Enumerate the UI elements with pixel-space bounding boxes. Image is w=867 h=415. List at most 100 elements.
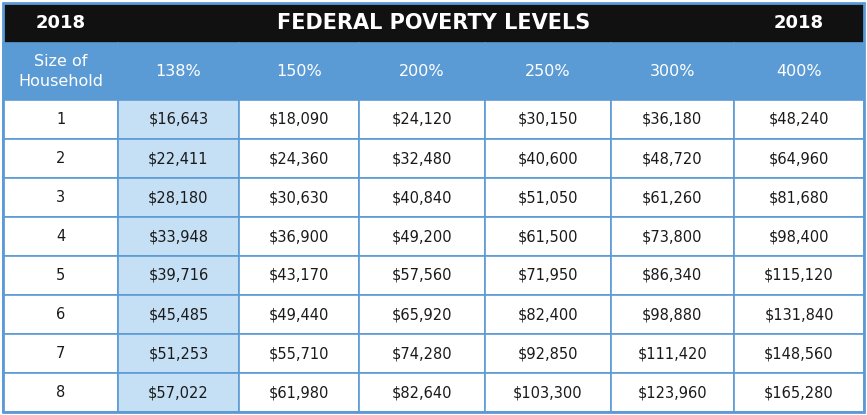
Bar [734,100,864,139]
Bar [118,373,238,412]
Text: $131,840: $131,840 [765,307,834,322]
Text: 8: 8 [56,385,65,400]
Text: 150%: 150% [276,64,322,79]
Text: $65,920: $65,920 [392,307,453,322]
Text: $40,840: $40,840 [392,190,453,205]
Text: 5: 5 [56,268,65,283]
Text: $82,400: $82,400 [518,307,578,322]
Text: $61,500: $61,500 [518,229,578,244]
Bar [3,295,118,334]
Bar [238,139,359,178]
Text: Size of
Household: Size of Household [18,54,103,89]
Text: 7: 7 [56,346,65,361]
Text: $48,240: $48,240 [769,112,830,127]
Bar [118,139,238,178]
Bar [610,139,734,178]
Bar [118,178,238,217]
Text: $36,180: $36,180 [642,112,702,127]
Bar [610,295,734,334]
Text: $45,485: $45,485 [148,307,209,322]
Bar [3,178,118,217]
Bar [359,373,485,412]
Bar [118,43,238,100]
Text: $64,960: $64,960 [769,151,829,166]
Text: $40,600: $40,600 [518,151,578,166]
Bar [485,295,610,334]
Text: $32,480: $32,480 [392,151,453,166]
Bar [3,373,118,412]
Bar [734,43,864,100]
Text: 200%: 200% [399,64,445,79]
Bar [3,100,118,139]
Text: $48,720: $48,720 [642,151,702,166]
Text: $61,260: $61,260 [642,190,702,205]
Bar [238,256,359,295]
Bar [610,43,734,100]
Bar [359,178,485,217]
Text: $51,050: $51,050 [518,190,578,205]
Bar [238,178,359,217]
Bar [3,217,118,256]
Bar [485,139,610,178]
Text: $30,150: $30,150 [518,112,578,127]
Bar [485,256,610,295]
Text: 300%: 300% [649,64,695,79]
Bar [734,178,864,217]
Bar [238,373,359,412]
Bar [238,43,359,100]
Bar [3,3,864,43]
Bar [734,256,864,295]
Text: 1: 1 [56,112,65,127]
Text: $73,800: $73,800 [642,229,702,244]
Text: 138%: 138% [155,64,201,79]
Text: 3: 3 [56,190,65,205]
Bar [610,334,734,373]
Bar [238,100,359,139]
Text: $55,710: $55,710 [269,346,329,361]
Bar [734,373,864,412]
Text: $98,880: $98,880 [642,307,702,322]
Bar [238,334,359,373]
Text: $49,200: $49,200 [392,229,453,244]
Text: $74,280: $74,280 [392,346,453,361]
Text: $57,560: $57,560 [392,268,453,283]
Bar [734,139,864,178]
Text: $61,980: $61,980 [269,385,329,400]
Bar [359,295,485,334]
Bar [118,100,238,139]
Bar [359,256,485,295]
Bar [610,373,734,412]
Text: $18,090: $18,090 [269,112,329,127]
Bar [485,100,610,139]
Text: $115,120: $115,120 [764,268,834,283]
Text: $30,630: $30,630 [269,190,329,205]
Text: $36,900: $36,900 [269,229,329,244]
Bar [734,295,864,334]
Bar [359,100,485,139]
Bar [118,217,238,256]
Text: $51,253: $51,253 [148,346,209,361]
Text: FEDERAL POVERTY LEVELS: FEDERAL POVERTY LEVELS [277,13,590,33]
Bar [238,217,359,256]
Bar [485,373,610,412]
Text: 2018: 2018 [36,14,86,32]
Bar [359,139,485,178]
Text: $24,360: $24,360 [269,151,329,166]
Bar [238,295,359,334]
Bar [118,295,238,334]
Bar [118,334,238,373]
Text: $71,950: $71,950 [518,268,578,283]
Text: $16,643: $16,643 [148,112,208,127]
Text: $49,440: $49,440 [269,307,329,322]
Bar [485,43,610,100]
Bar [359,43,485,100]
Bar [610,100,734,139]
Text: 400%: 400% [776,64,822,79]
Text: $22,411: $22,411 [148,151,209,166]
Text: 2: 2 [56,151,65,166]
Text: $86,340: $86,340 [642,268,702,283]
Text: 250%: 250% [525,64,570,79]
Bar [3,43,118,100]
Bar [359,334,485,373]
Bar [3,139,118,178]
